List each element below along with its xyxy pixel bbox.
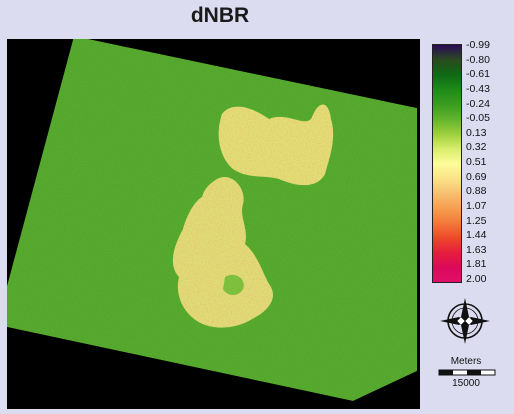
legend-label: -0.24 (466, 97, 490, 110)
legend-label: -0.61 (466, 68, 490, 81)
legend-color-ramp (432, 44, 462, 283)
legend-label: 0.51 (466, 156, 487, 168)
map-title: dNBR (190, 4, 250, 27)
burn-area-south (172, 177, 273, 328)
legend-label: 0.32 (466, 141, 487, 154)
landsat-scene (7, 36, 417, 401)
scale-value: 15000 (452, 378, 480, 389)
north-arrow-icon (440, 298, 490, 344)
legend-label: -0.80 (466, 53, 490, 66)
legend-label: -0.99 (466, 39, 490, 51)
map-frame (7, 36, 420, 409)
legend-label: 1.25 (466, 214, 487, 227)
legend-label: 1.07 (466, 199, 487, 212)
legend-label: -0.05 (466, 112, 490, 125)
legend-label: 2.00 (466, 273, 487, 285)
burn-hole (223, 274, 244, 295)
legend-label: -0.43 (466, 82, 490, 95)
burn-area-north (218, 104, 334, 186)
legend-label: 0.88 (466, 185, 487, 198)
legend-label: 1.81 (466, 258, 487, 271)
legend-label: 0.13 (466, 126, 487, 139)
scale-bar: Meters 15000 (430, 356, 510, 396)
legend-label: 1.63 (466, 243, 487, 256)
legend-label: 0.69 (466, 170, 487, 183)
legend-label: 1.44 (466, 229, 487, 242)
scale-bar-graphic (438, 369, 496, 376)
scale-unit: Meters (450, 356, 482, 367)
legend-labels: -0.99 -0.80 -0.61 -0.43 -0.24 -0.05 0.13 0.32 0.… (466, 40, 512, 285)
dnbr-raster-map (7, 36, 417, 401)
